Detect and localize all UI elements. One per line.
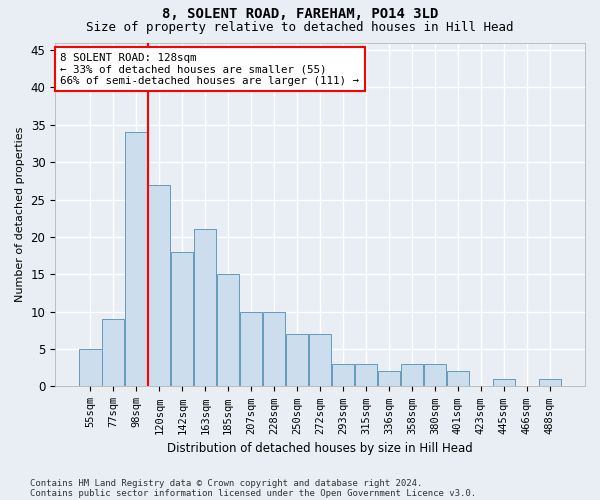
Bar xyxy=(378,372,400,386)
Bar xyxy=(217,274,239,386)
Bar xyxy=(447,372,469,386)
Bar xyxy=(125,132,148,386)
Bar xyxy=(332,364,354,386)
Bar xyxy=(286,334,308,386)
Y-axis label: Number of detached properties: Number of detached properties xyxy=(15,127,25,302)
Bar xyxy=(539,379,561,386)
Text: Size of property relative to detached houses in Hill Head: Size of property relative to detached ho… xyxy=(86,22,514,35)
Bar xyxy=(424,364,446,386)
Bar xyxy=(148,184,170,386)
X-axis label: Distribution of detached houses by size in Hill Head: Distribution of detached houses by size … xyxy=(167,442,473,455)
Bar xyxy=(401,364,423,386)
Text: Contains HM Land Registry data © Crown copyright and database right 2024.: Contains HM Land Registry data © Crown c… xyxy=(30,478,422,488)
Bar xyxy=(171,252,193,386)
Bar xyxy=(102,319,124,386)
Text: 8, SOLENT ROAD, FAREHAM, PO14 3LD: 8, SOLENT ROAD, FAREHAM, PO14 3LD xyxy=(162,8,438,22)
Bar xyxy=(240,312,262,386)
Bar xyxy=(263,312,285,386)
Bar xyxy=(309,334,331,386)
Bar xyxy=(355,364,377,386)
Bar xyxy=(79,349,101,387)
Bar xyxy=(493,379,515,386)
Text: Contains public sector information licensed under the Open Government Licence v3: Contains public sector information licen… xyxy=(30,488,476,498)
Bar xyxy=(194,230,217,386)
Text: 8 SOLENT ROAD: 128sqm
← 33% of detached houses are smaller (55)
66% of semi-deta: 8 SOLENT ROAD: 128sqm ← 33% of detached … xyxy=(61,53,359,86)
